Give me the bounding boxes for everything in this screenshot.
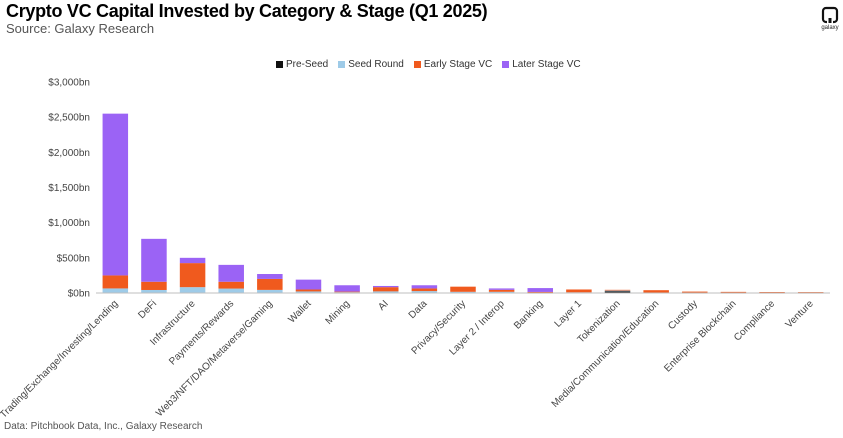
- bar-early-stage-vc: [759, 292, 785, 293]
- bar-seed: [450, 291, 476, 293]
- legend-item-early: Early Stage VC: [413, 58, 493, 70]
- galaxy-logo: galaxy: [818, 6, 842, 34]
- bar-seed: [372, 291, 399, 293]
- x-tick-label: Custody: [666, 298, 700, 332]
- bar-early-stage-vc: [566, 289, 592, 293]
- y-tick-label: $3,000bn: [48, 78, 90, 89]
- bar-seed: [257, 289, 283, 293]
- bar-pre-seed: [604, 291, 631, 293]
- y-tick-label: $500bn: [57, 253, 90, 264]
- bar-early-stage-vc: [527, 291, 554, 293]
- legend-item-later: Later Stage VC: [502, 58, 581, 70]
- chart-subtitle: Source: Galaxy Research: [6, 21, 155, 36]
- bar-later-stage-vc: [218, 264, 244, 282]
- bar-seed: [218, 288, 244, 293]
- x-tick-label: Banking: [512, 298, 545, 331]
- bar-early-stage-vc: [643, 290, 669, 293]
- bar-seed: [604, 290, 631, 292]
- bar-seed: [102, 288, 129, 293]
- x-tick-label: Trading/Exchange/Investing/Lending: [0, 298, 120, 420]
- bar-seed: [295, 291, 322, 293]
- bar-later-stage-vc: [372, 285, 399, 288]
- bar-later-stage-vc: [295, 279, 322, 290]
- bar-early-stage-vc: [102, 275, 129, 289]
- bar-seed: [179, 287, 206, 293]
- legend-swatch-seed: [338, 60, 346, 68]
- bar-early-stage-vc: [372, 287, 399, 292]
- bar-seed: [141, 289, 167, 293]
- bar-early-stage-vc: [257, 278, 283, 290]
- data-source-footer: Data: Pitchbook Data, Inc., Galaxy Resea…: [4, 421, 203, 432]
- bar-later-stage-vc: [179, 257, 206, 264]
- y-tick-label: $2,500bn: [48, 113, 90, 124]
- bar-early-stage-vc: [450, 286, 476, 292]
- legend-label-later: Later Stage VC: [512, 58, 581, 70]
- x-tick-label: Compliance: [732, 298, 777, 343]
- logo-text: galaxy: [821, 25, 839, 31]
- bar-seed: [411, 291, 438, 293]
- bar-early-stage-vc: [334, 291, 360, 293]
- legend-swatch-pre-seed: [276, 60, 283, 68]
- x-tick-label: Enterprise Blockchain: [662, 298, 738, 374]
- y-tick-label: $2,000bn: [48, 148, 90, 159]
- chart-title: Crypto VC Capital Invested by Category &…: [6, 1, 488, 21]
- bar-early-stage-vc: [682, 291, 708, 293]
- y-tick-label: $1,000bn: [48, 218, 90, 229]
- bar-early-stage-vc: [179, 263, 206, 288]
- x-tick-label: Wallet: [286, 298, 313, 325]
- legend-label-seed: Seed Round: [348, 58, 404, 70]
- x-tick-label: Layer 1: [553, 298, 585, 330]
- legend-swatch-later: [502, 60, 510, 68]
- bar-seed: [488, 291, 515, 293]
- bar-early-stage-vc: [604, 289, 631, 291]
- bar-later-stage-vc: [334, 285, 360, 292]
- bar-early-stage-vc: [720, 291, 747, 293]
- bar-later-stage-vc: [141, 238, 167, 282]
- x-tick-label: Data: [407, 298, 430, 321]
- y-tick-label: $0bn: [68, 289, 90, 300]
- bar-early-stage-vc: [218, 281, 244, 289]
- y-tick-label: $1,500bn: [48, 183, 90, 194]
- bar-early-stage-vc: [797, 292, 824, 293]
- bar-later-stage-vc: [527, 288, 554, 292]
- legend-swatch-early: [413, 60, 421, 68]
- bar-early-stage-vc: [295, 289, 322, 292]
- legend-item-pre-seed: Pre-Seed: [276, 59, 328, 70]
- bar-early-stage-vc: [141, 281, 167, 290]
- bar-later-stage-vc: [257, 274, 283, 279]
- chart-legend: Pre-Seed Seed Round Early Stage VC Later…: [276, 57, 581, 71]
- x-tick-label: Venture: [784, 298, 816, 330]
- legend-label-pre-seed: Pre-Seed: [286, 58, 329, 70]
- bar-later-stage-vc: [102, 113, 129, 276]
- x-tick-label: AI: [376, 298, 390, 312]
- x-tick-label: Payments/Rewards: [167, 298, 236, 367]
- bar-early-stage-vc: [488, 289, 515, 292]
- bar-later-stage-vc: [488, 288, 515, 290]
- bar-later-stage-vc: [411, 285, 438, 289]
- bar-early-stage-vc: [411, 288, 438, 292]
- legend-label-early: Early Stage VC: [423, 58, 493, 70]
- galaxy-logo-icon: [821, 6, 839, 24]
- x-tick-label: Mining: [324, 298, 353, 327]
- legend-item-seed: Seed Round: [338, 59, 404, 70]
- x-tick-label: DeFi: [136, 298, 159, 321]
